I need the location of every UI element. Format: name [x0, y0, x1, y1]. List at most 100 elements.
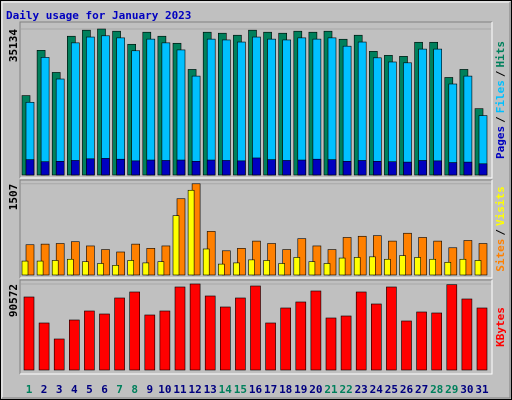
x-tick-label: 19 — [294, 383, 307, 396]
bar — [40, 243, 50, 276]
x-tick-label: 2 — [41, 383, 48, 396]
bar — [161, 160, 171, 176]
bar — [55, 78, 65, 176]
bar — [463, 161, 473, 176]
y-tick-label: 1507 — [7, 184, 20, 211]
bar — [159, 310, 171, 371]
legend-entry: Visits — [494, 186, 507, 226]
bar — [99, 313, 110, 371]
x-tick-label: 3 — [56, 383, 63, 396]
bar — [101, 249, 110, 276]
legend: KBytes — [494, 307, 507, 347]
bar — [25, 244, 35, 276]
chart-title: Daily usage for January 2023 — [6, 9, 191, 22]
bar — [297, 238, 307, 276]
bar — [116, 37, 125, 176]
x-tick-label: 26 — [400, 383, 414, 396]
x-tick-label: 14 — [219, 383, 233, 396]
bar — [204, 295, 216, 371]
bar — [97, 263, 104, 276]
bar — [252, 240, 261, 276]
panel-bevel — [20, 22, 493, 179]
x-tick-label: 6 — [101, 383, 108, 396]
bar — [403, 62, 412, 176]
bar — [327, 37, 337, 176]
bar — [327, 159, 337, 176]
bar — [127, 260, 134, 276]
bar — [40, 57, 50, 176]
bar — [84, 310, 95, 371]
bar — [146, 38, 156, 176]
x-tick-label: 11 — [173, 383, 187, 396]
legend-entry: Pages — [494, 126, 507, 159]
bar — [293, 257, 301, 276]
bar — [433, 240, 443, 276]
x-tick-label: 5 — [86, 383, 93, 396]
bar — [463, 75, 473, 176]
bar — [25, 159, 35, 176]
bar — [86, 245, 95, 276]
legend: Pages / Files / Hits — [494, 41, 507, 159]
panel-bevel — [20, 180, 493, 279]
bar — [327, 249, 337, 276]
bar — [297, 159, 307, 176]
bar — [114, 297, 125, 371]
bar — [357, 235, 367, 276]
bar — [267, 243, 276, 276]
bar — [312, 38, 322, 176]
bar — [463, 240, 473, 276]
bar — [101, 35, 110, 176]
bar — [40, 161, 50, 176]
bar — [129, 291, 140, 371]
legend-separator: / — [494, 116, 507, 123]
x-tick-label: 24 — [370, 383, 384, 396]
bar — [338, 257, 346, 276]
bar — [278, 263, 286, 276]
bar — [267, 38, 276, 176]
bar — [206, 159, 216, 176]
x-tick-label: 25 — [385, 383, 398, 396]
legend-separator: / — [494, 70, 507, 77]
bar — [86, 36, 95, 176]
bar — [282, 249, 292, 276]
bar — [252, 36, 261, 176]
bar — [388, 61, 397, 176]
bar — [372, 235, 382, 276]
bar — [116, 158, 125, 176]
bar — [53, 338, 65, 371]
bar — [478, 243, 488, 276]
bar — [71, 42, 80, 176]
bar — [403, 161, 412, 176]
bar — [310, 290, 322, 371]
x-tick-label: 12 — [188, 383, 201, 396]
legend-entry: Sites — [494, 239, 507, 272]
bar — [388, 240, 397, 276]
x-tick-label: 30 — [460, 383, 473, 396]
bar — [71, 160, 80, 176]
y-tick-label: 35134 — [7, 29, 20, 62]
bar — [280, 307, 292, 371]
x-tick-label: 18 — [279, 383, 292, 396]
x-tick-label: 21 — [324, 383, 338, 396]
bar — [69, 319, 80, 371]
bar — [323, 263, 331, 276]
bar — [312, 245, 322, 276]
bar — [146, 248, 156, 276]
bar — [355, 291, 367, 371]
legend-entry: Hits — [494, 41, 507, 68]
bar — [399, 255, 406, 276]
bar — [357, 160, 367, 176]
bar — [414, 257, 421, 276]
bar — [55, 160, 65, 176]
bar — [342, 237, 352, 276]
bar — [433, 48, 443, 176]
bar — [474, 260, 482, 276]
bar — [172, 215, 180, 276]
bar — [252, 157, 261, 176]
bar — [38, 322, 50, 371]
bar — [237, 248, 246, 276]
bar — [222, 250, 231, 276]
x-tick-label: 17 — [264, 383, 277, 396]
bar — [461, 298, 473, 371]
